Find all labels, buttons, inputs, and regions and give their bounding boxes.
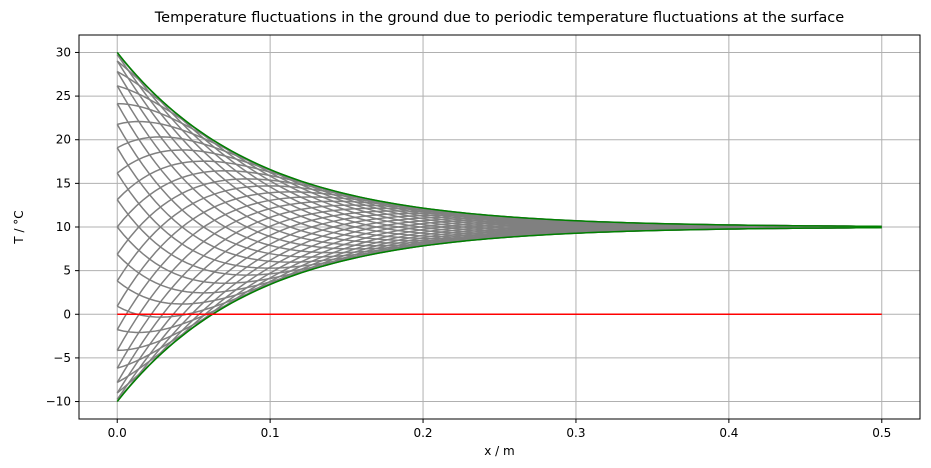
x-tick-label: 0.4 [719, 426, 738, 440]
snapshot-line [116, 217, 882, 394]
x-tick-label: 0.5 [872, 426, 891, 440]
x-tick-label: 0.2 [413, 426, 432, 440]
upper-envelope-line [116, 51, 882, 228]
y-tick-label: −5 [53, 351, 71, 365]
y-tick-label: 30 [56, 45, 71, 59]
y-tick-label: 20 [56, 133, 71, 147]
x-tick-label: 0.1 [261, 426, 280, 440]
snapshot-line [116, 54, 882, 242]
snapshot-line [116, 54, 882, 238]
y-tick-label: −10 [46, 395, 71, 409]
snapshot-line [116, 191, 882, 307]
x-tick-label: 0.3 [566, 426, 585, 440]
x-tick-label: 0.0 [108, 426, 127, 440]
grid [79, 35, 920, 419]
snapshot-line [116, 147, 882, 263]
snapshot-line [116, 216, 882, 400]
y-tick-label: 15 [56, 176, 71, 190]
y-axis-label: T / °C [12, 210, 26, 244]
chart-title: Temperature fluctuations in the ground d… [154, 10, 844, 26]
y-tick-label: 25 [56, 89, 71, 103]
y-tick-label: 10 [56, 220, 71, 234]
plot-lines [116, 51, 882, 403]
lower-envelope-line [116, 226, 882, 403]
ticks: 0.0 0.1 0.2 0.3 0.4 0.5 −10 −5 0 5 10 15 20 25 30 [46, 45, 892, 440]
x-axis-label: x / m [484, 444, 514, 458]
y-tick-label: 5 [63, 264, 71, 278]
y-tick-label: 0 [63, 307, 71, 321]
snapshot-line [116, 212, 882, 400]
snapshot-line [116, 60, 882, 237]
